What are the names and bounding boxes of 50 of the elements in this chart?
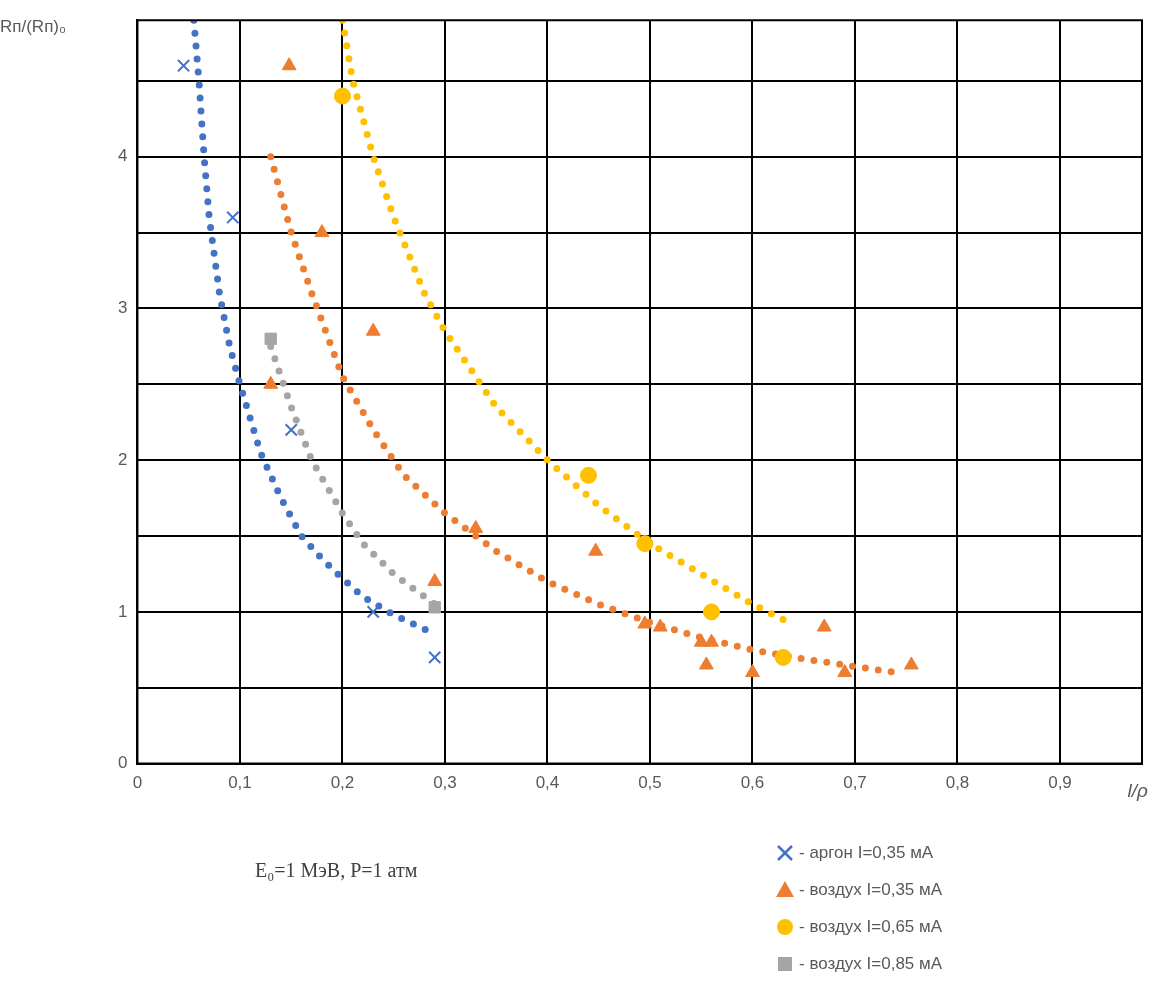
point — [226, 210, 240, 225]
point — [366, 605, 380, 619]
y-tick-label: 0 — [117, 753, 128, 773]
point — [693, 633, 709, 647]
point — [284, 423, 298, 437]
x-axis-title: l/ρ — [1127, 779, 1149, 801]
point — [264, 332, 277, 345]
legend-label: - воздух I=0,35 мА — [799, 879, 943, 899]
point — [333, 87, 351, 105]
x-tick-label: 0 — [132, 773, 143, 793]
x-tick-label: 0,2 — [330, 773, 355, 793]
point — [428, 601, 441, 614]
point — [636, 535, 654, 553]
x-tick-label: 0,9 — [1048, 773, 1072, 793]
point — [837, 664, 853, 678]
y-tick-label: 4 — [117, 146, 128, 166]
point — [314, 224, 330, 238]
point — [579, 466, 597, 484]
y-tick-label: 3 — [117, 298, 128, 318]
point — [468, 519, 484, 533]
x-tick-label: 0,6 — [740, 773, 765, 793]
point — [637, 615, 653, 629]
x-tick-label: 0,3 — [433, 773, 457, 793]
point — [652, 618, 668, 632]
point — [774, 648, 792, 666]
y-tick-label: 1 — [117, 601, 128, 621]
point — [588, 542, 604, 556]
x-tick-label: 0,1 — [228, 773, 252, 793]
point — [176, 59, 191, 73]
point — [281, 57, 297, 71]
point — [428, 650, 442, 665]
point — [263, 375, 279, 389]
y-tick-label: 2 — [117, 449, 128, 469]
point — [903, 656, 919, 670]
point — [704, 633, 719, 647]
point — [698, 656, 714, 670]
x-tick-label: 0,4 — [535, 773, 560, 793]
point — [365, 322, 381, 336]
point — [745, 664, 760, 678]
point — [702, 603, 720, 621]
legend-label: - воздух I=0,85 мА — [799, 953, 943, 973]
legend-label: - аргон I=0,35 мА — [799, 842, 934, 862]
point — [816, 618, 832, 632]
text: E₀=1 МэВ, P=1 атм — [255, 859, 418, 882]
x-tick-label: 0,5 — [638, 773, 662, 793]
point — [427, 573, 443, 587]
x-tick-label: 0,7 — [843, 773, 867, 793]
x-tick-label: 0,8 — [945, 773, 970, 793]
y-axis-title: Rп/(Rп)₀ — [0, 16, 67, 36]
legend-label: - воздух I=0,65 мА — [799, 916, 943, 936]
